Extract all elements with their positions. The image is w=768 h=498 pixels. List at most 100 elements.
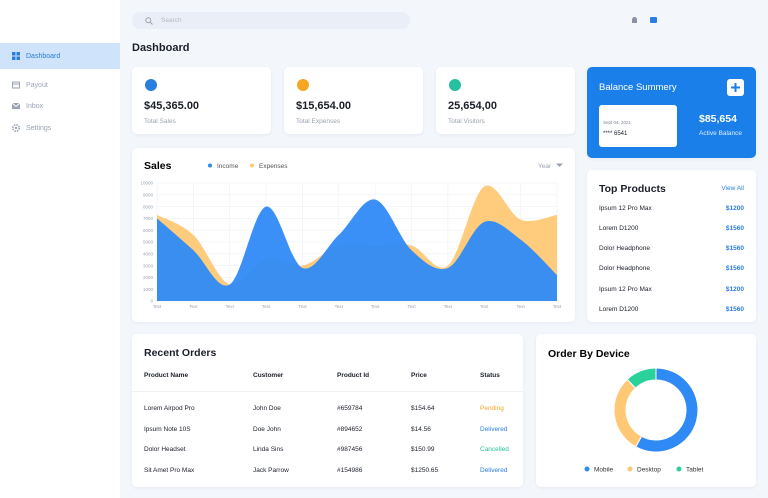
card-date: Sept 04, 2021 (603, 120, 632, 125)
page-title: Dashboard (132, 42, 190, 54)
product-name: Lorem D1200 (599, 224, 639, 232)
view-all-link[interactable]: View All (721, 185, 744, 192)
product-name: Ipsum 12 Pro Max (599, 204, 652, 212)
balance-title: Balance Summery (599, 82, 677, 93)
top-products-card: Top Products View All Ipsum 12 Pro Max $1… (587, 170, 756, 322)
y-tick-label: 0 (150, 299, 153, 304)
stat-value: 25,654,00 (448, 100, 497, 112)
legend-label: Income (217, 163, 239, 170)
order-cell: #154986 (337, 466, 363, 474)
stat-icon (449, 79, 461, 91)
x-tick-label: Text (517, 304, 526, 309)
x-tick-label: Text (480, 304, 489, 309)
order-status: Pending (480, 405, 504, 412)
balance-card: Balance Summery Sept 04, 2021 **** 6541 … (587, 67, 756, 158)
header-icons (632, 17, 657, 23)
stat-label: Total Sales (144, 118, 176, 125)
orders-card: Recent Orders Product Name Customer Produc… (132, 334, 523, 487)
order-cell: $14.56 (411, 425, 431, 433)
x-tick-label: Text (189, 304, 198, 309)
column-header: Product Name (144, 372, 189, 379)
legend-label: Desktop (637, 467, 661, 474)
sales-card: Sales Income Expenses Year 0 1000 2000 3000 4000… (132, 148, 575, 322)
legend-marker (627, 466, 633, 472)
bank-card: Sept 04, 2021 **** 6541 (599, 105, 677, 147)
divider (132, 391, 523, 392)
y-tick-label: 6000 (143, 228, 154, 233)
product-price: $1200 (725, 204, 744, 212)
product-name: Ipsum 12 Pro Max (599, 285, 652, 293)
icon-shape (449, 79, 461, 91)
legend-label: Expenses (259, 163, 288, 170)
legend-label: Tablet (686, 467, 704, 474)
icon-shape (297, 79, 309, 91)
nav-label: Dashboard (26, 52, 61, 60)
donut-slice (626, 367, 657, 389)
y-tick-label: 10000 (140, 181, 153, 186)
stat-label: Total Visitors (448, 118, 485, 125)
stat-value: $45,365.00 (144, 100, 200, 112)
product-name: Dolor Headphone (599, 265, 650, 273)
nav-item[interactable]: Payout (0, 72, 120, 98)
order-cell: Doe John (253, 425, 281, 433)
add-button[interactable] (727, 79, 744, 96)
y-tick-label: 5000 (143, 240, 154, 245)
x-tick-label: Text (553, 304, 562, 309)
y-tick-label: 3000 (143, 263, 154, 268)
y-tick-label: 9000 (143, 193, 154, 198)
order-cell: John Doe (253, 405, 281, 412)
order-cell: #894652 (337, 425, 363, 433)
card-number: **** 6541 (603, 131, 628, 137)
balance-label: Active Balance (699, 130, 742, 137)
product-row: Ipsum 12 Pro Max $1200 (599, 198, 744, 218)
column-header: Price (411, 372, 427, 379)
y-tick-label: 4000 (143, 252, 154, 257)
product-name: Lorem D1200 (599, 306, 639, 313)
column-header: Product Id (337, 372, 370, 379)
donut-slice (635, 367, 699, 453)
stat-card: 25,654,00 Total Visitors (436, 67, 575, 134)
icon-shape (145, 79, 157, 91)
product-row: Dolor Headphone $1560 (599, 259, 744, 279)
order-cell: $150.99 (411, 446, 435, 453)
legend-marker (584, 466, 590, 472)
nav-item[interactable]: Settings (0, 115, 120, 141)
period-selector[interactable]: Year (538, 163, 552, 170)
product-price: $1560 (725, 306, 744, 313)
stat-value: $15,654.00 (296, 100, 352, 112)
search-placeholder: Search (161, 17, 182, 24)
chart-title: Order By Device (548, 348, 630, 360)
bell-icon[interactable] (632, 17, 637, 23)
y-tick-label: 7000 (143, 216, 154, 221)
icon (12, 52, 20, 60)
order-cell: Dolor Headset (144, 446, 186, 453)
area (157, 199, 557, 301)
icon (12, 102, 20, 109)
product-row: Dolor Headphone $1560 (599, 239, 744, 259)
x-tick-label: Text (444, 304, 453, 309)
stat-card: $15,654.00 Total Expenses (284, 67, 423, 134)
icon (12, 124, 20, 132)
search-bar[interactable]: Search (132, 12, 410, 29)
order-cell: Jack Parrow (253, 466, 289, 474)
product-price: $1560 (725, 245, 744, 253)
order-cell: #987456 (337, 446, 363, 453)
x-tick-label: Text (407, 304, 416, 309)
y-tick-label: 8000 (143, 204, 154, 209)
order-status: Cancelled (480, 446, 509, 453)
nav-item[interactable]: Inbox (0, 93, 120, 119)
stat-card: $45,365.00 Total Sales (132, 67, 271, 134)
product-row: Ipsum 12 Pro Max $1200 (599, 279, 744, 299)
legend-marker (208, 163, 212, 168)
nav-item[interactable]: Dashboard (0, 43, 120, 69)
legend-label: Mobile (594, 467, 614, 474)
product-name: Dolor Headphone (599, 245, 650, 253)
message-icon[interactable] (650, 17, 657, 23)
product-price: $1560 (725, 224, 744, 232)
legend-marker (250, 163, 254, 168)
y-tick-label: 1000 (143, 287, 154, 292)
legend-marker (676, 466, 682, 472)
product-row: Lorem D1200 $1560 (599, 218, 744, 238)
x-tick-label: Text (153, 304, 162, 309)
